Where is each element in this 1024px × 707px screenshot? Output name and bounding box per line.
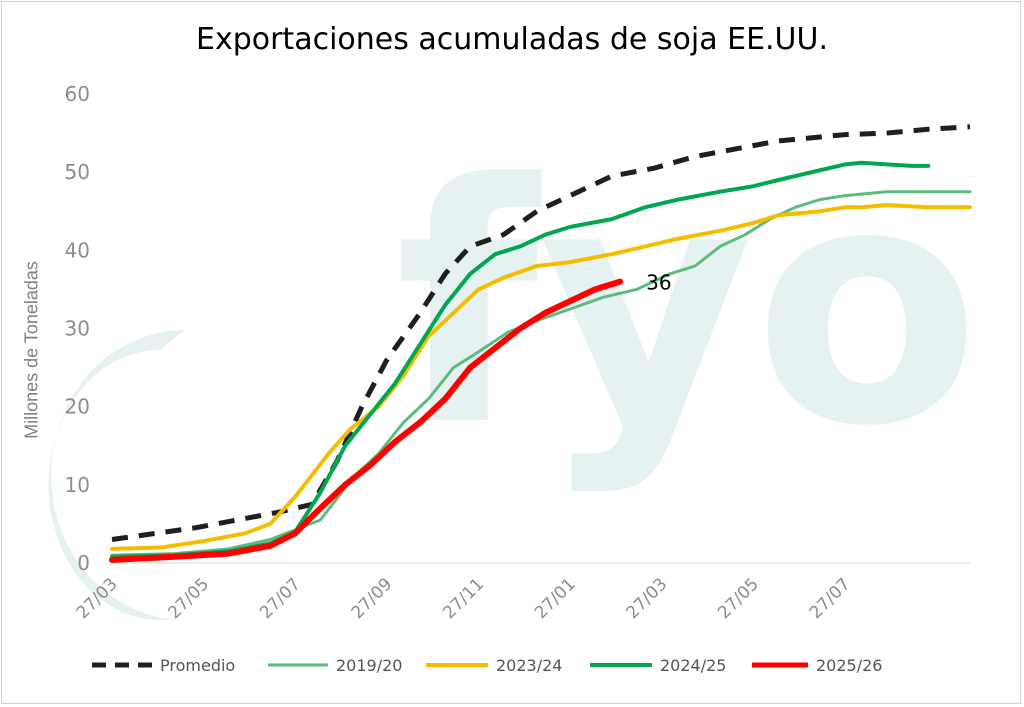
- x-tick-label: 27/07: [256, 574, 305, 623]
- y-tick-label: 40: [65, 238, 90, 262]
- x-tick-label: 27/05: [714, 574, 763, 623]
- x-tick-label: 27/09: [348, 574, 397, 623]
- y-tick-label: 20: [65, 395, 90, 419]
- x-tick-label: 27/01: [531, 574, 580, 623]
- series-line-2019-20: [110, 190, 972, 557]
- y-tick-label: 10: [65, 473, 90, 497]
- watermark-logo: fyo: [48, 114, 980, 620]
- y-tick-label: 0: [77, 551, 90, 575]
- legend-label: 2025/26: [816, 656, 882, 675]
- chart-title: Exportaciones acumuladas de soja EE.UU.: [195, 22, 829, 57]
- x-tick-label: 27/05: [164, 574, 213, 623]
- series-line-2024-25: [110, 160, 931, 559]
- last-value-label: 36: [646, 271, 671, 295]
- y-tick-label: 30: [65, 317, 90, 341]
- legend-label: 2023/24: [496, 656, 562, 675]
- x-tick-label: 27/11: [439, 574, 488, 623]
- legend-label: 2019/20: [336, 656, 402, 675]
- x-tick-label: 27/03: [623, 574, 672, 623]
- series-line-2025-26: [109, 278, 624, 563]
- y-tick-label: 60: [65, 82, 90, 106]
- legend-label: 2024/25: [660, 656, 726, 675]
- y-tick-label: 50: [65, 160, 90, 184]
- x-tick-label: 27/07: [806, 574, 855, 623]
- legend-label: Promedio: [160, 656, 235, 675]
- series-line-2023-24: [110, 203, 972, 551]
- watermark-text: fyo: [395, 114, 980, 498]
